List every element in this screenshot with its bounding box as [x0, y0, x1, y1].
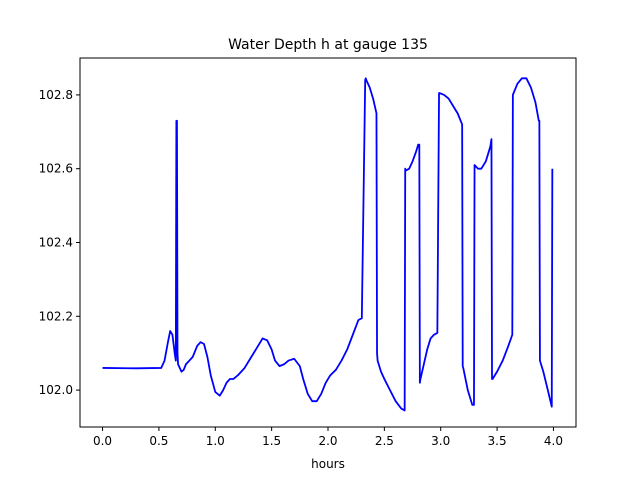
x-tick-label: 3.0: [431, 434, 450, 448]
y-axis-ticks: 102.0 102.2 102.4 102.6 102.8: [39, 88, 80, 397]
y-tick-label: 102.8: [39, 88, 73, 102]
x-tick-label: 0.0: [93, 434, 112, 448]
plot-area: 0.0 0.5 1.0 1.5 2.0 2.5 3.0 3.5 4.0 102.0102.210…: [39, 57, 577, 448]
x-tick-label: 2.5: [375, 434, 394, 448]
x-tick-label: 3.5: [488, 434, 507, 448]
x-axis-label: hours: [311, 457, 345, 471]
y-tick-label: 102.6: [39, 162, 73, 176]
x-tick-label: 0.5: [149, 434, 168, 448]
y-tick-label: 102.4: [39, 236, 73, 250]
x-tick-label: 1.5: [262, 434, 281, 448]
line-layer: [102, 77, 554, 412]
x-tick-label: 2.0: [318, 434, 337, 448]
x-tick-label: 1.0: [206, 434, 225, 448]
x-axis-ticks: 0.0 0.5 1.0 1.5 2.0 2.5 3.0 3.5 4.0: [93, 427, 563, 448]
chart-title: Water Depth h at gauge 135: [228, 37, 428, 53]
series-line-0: [102, 77, 554, 412]
x-tick-label: 4.0: [544, 434, 563, 448]
y-tick-label: 102.2: [39, 309, 73, 323]
y-tick-label: 102.0: [39, 383, 73, 397]
